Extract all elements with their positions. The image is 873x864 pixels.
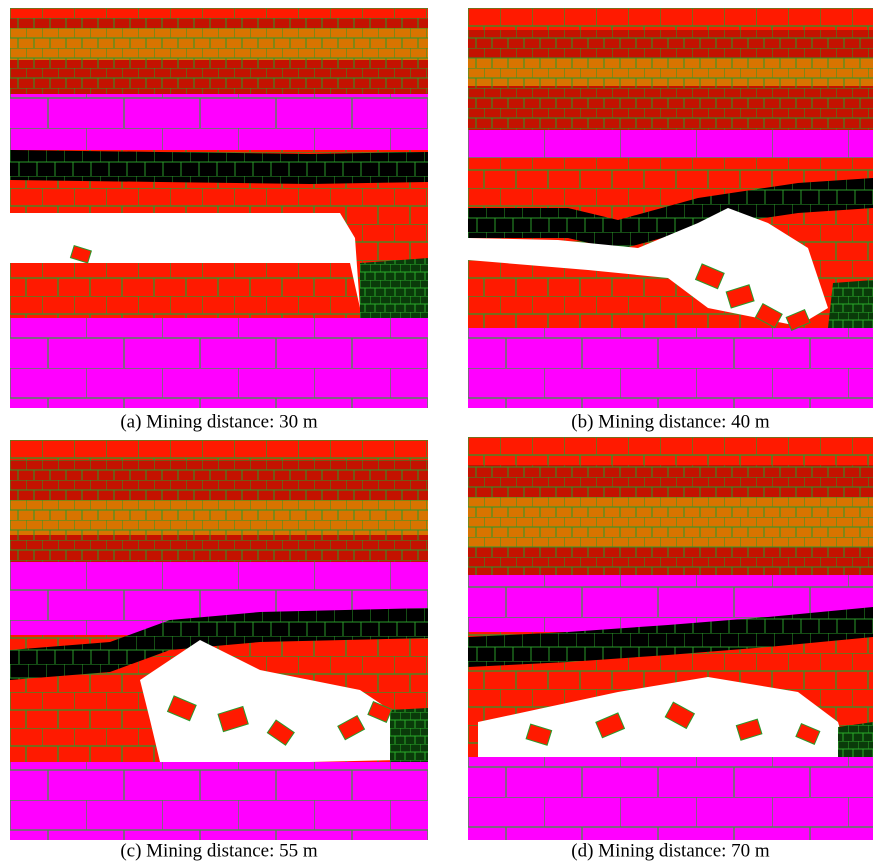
rock-layer	[468, 465, 873, 497]
rock-layer	[468, 757, 873, 840]
rock-layer	[10, 535, 428, 562]
rock-layer	[10, 440, 428, 460]
panel-image	[10, 8, 428, 408]
rock-layer	[468, 86, 873, 130]
panel: (a) Mining distance: 30 m	[10, 8, 428, 432]
rock-layer	[10, 762, 428, 840]
panel: (d) Mining distance: 70 m	[468, 437, 873, 861]
caption: (c) Mining distance: 55 m	[120, 840, 318, 861]
rock-layer	[468, 30, 873, 58]
panel-image	[468, 437, 873, 840]
coal-seam	[10, 150, 428, 184]
coal-pillar	[360, 258, 428, 318]
caption: (b) Mining distance: 40 m	[571, 411, 770, 432]
rock-layer	[468, 547, 873, 575]
rock-layer	[10, 18, 428, 28]
rock-layer	[468, 58, 873, 86]
rock-layer	[10, 500, 428, 535]
rock-layer	[468, 130, 873, 158]
rock-layer	[10, 460, 428, 500]
rock-layer	[468, 437, 873, 465]
rock-layer	[10, 60, 428, 94]
caption: (a) Mining distance: 30 m	[120, 411, 318, 432]
panel-image	[10, 440, 428, 840]
rock-layer	[10, 318, 428, 408]
panel: (b) Mining distance: 40 m	[468, 8, 873, 432]
figure: (a) Mining distance: 30 m (b) Mining dist…	[0, 0, 873, 864]
rock-layer	[10, 28, 428, 60]
rock-layer	[468, 8, 873, 30]
rock-layer	[468, 328, 873, 408]
rock-layer	[10, 94, 428, 150]
rock-layer	[468, 497, 873, 547]
caption: (d) Mining distance: 70 m	[571, 840, 770, 861]
panel: (c) Mining distance: 55 m	[10, 440, 428, 861]
coal-pillar	[390, 708, 428, 762]
coal-pillar	[828, 280, 873, 328]
rock-layer	[10, 8, 428, 18]
panel-image	[468, 8, 873, 408]
coal-pillar	[838, 722, 873, 757]
